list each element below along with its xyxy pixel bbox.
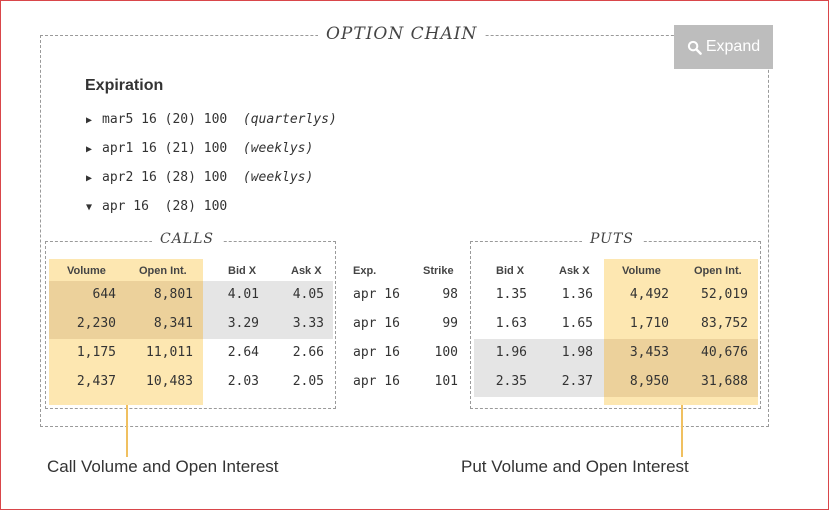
put-volume-cell: 4,492 <box>629 287 669 302</box>
puts-title: PUTS <box>582 231 642 247</box>
option-chain-title: OPTION CHAIN <box>318 24 486 44</box>
collapse-arrow-icon: ▼ <box>86 202 93 213</box>
call-bid-cell: 3.29 <box>227 316 259 331</box>
put-itm-bid-ask-shading <box>474 339 604 397</box>
column-header-call-bid: Bid X <box>228 265 257 277</box>
put-volume-cell: 3,453 <box>629 345 669 360</box>
put-bid-cell: 2.35 <box>495 374 527 389</box>
expiration-note: (weeklys) <box>242 170 314 185</box>
put-itm-highlight <box>604 339 758 397</box>
column-header-strike: Strike <box>423 265 454 277</box>
put-ask-cell: 1.36 <box>561 287 593 302</box>
put-ask-cell: 1.65 <box>561 316 593 331</box>
search-icon <box>687 40 702 55</box>
put-bid-cell: 1.35 <box>495 287 527 302</box>
call-volume-cell: 1,175 <box>76 345 116 360</box>
expiration-text: mar5 16 (20) 100 <box>102 112 228 127</box>
call-bid-cell: 2.03 <box>227 374 259 389</box>
call-ask-cell: 3.33 <box>292 316 324 331</box>
put-open-int-cell: 83,752 <box>701 316 748 331</box>
put-open-int-cell: 40,676 <box>701 345 748 360</box>
put-volume-cell: 1,710 <box>629 316 669 331</box>
expiration-row[interactable]: ▶ apr1 16 (21) 100 (weeklys) <box>86 141 313 156</box>
expiration-cell: apr 16 <box>353 287 400 302</box>
call-bid-cell: 4.01 <box>227 287 259 302</box>
expand-button[interactable]: Expand <box>674 25 773 69</box>
put-volume-cell: 8,950 <box>629 374 669 389</box>
expiration-cell: apr 16 <box>353 345 400 360</box>
put-ask-cell: 1.98 <box>561 345 593 360</box>
puts-caption: Put Volume and Open Interest <box>461 457 689 476</box>
expiration-note: (weeklys) <box>242 141 314 156</box>
expiration-cell: apr 16 <box>353 374 400 389</box>
call-ask-cell: 4.05 <box>292 287 324 302</box>
calls-callout-line <box>126 405 128 457</box>
expiration-text: apr1 16 (21) 100 <box>102 141 228 156</box>
call-open-int-cell: 8,801 <box>153 287 193 302</box>
strike-cell: 98 <box>442 287 458 302</box>
put-open-int-cell: 31,688 <box>701 374 748 389</box>
column-header-put-volume: Volume <box>622 265 661 277</box>
call-itm-bid-ask-shading <box>203 281 333 339</box>
put-open-int-cell: 52,019 <box>701 287 748 302</box>
call-itm-highlight <box>49 281 203 339</box>
strike-cell: 101 <box>434 374 458 389</box>
call-open-int-cell: 8,341 <box>153 316 193 331</box>
calls-caption: Call Volume and Open Interest <box>47 457 279 476</box>
expiration-note: (quarterlys) <box>242 112 337 127</box>
call-volume-cell: 2,230 <box>76 316 116 331</box>
call-volume-cell: 644 <box>92 287 116 302</box>
expand-arrow-icon: ▶ <box>86 173 93 184</box>
expand-arrow-icon: ▶ <box>86 115 93 126</box>
column-header-call-ask: Ask X <box>291 265 322 277</box>
put-bid-cell: 1.96 <box>495 345 527 360</box>
strike-cell: 99 <box>442 316 458 331</box>
call-ask-cell: 2.66 <box>292 345 324 360</box>
put-bid-cell: 1.63 <box>495 316 527 331</box>
expiration-text: apr2 16 (28) 100 <box>102 170 228 185</box>
expand-arrow-icon: ▶ <box>86 144 93 155</box>
column-header-put-bid: Bid X <box>496 265 525 277</box>
call-open-int-cell: 10,483 <box>146 374 193 389</box>
expiration-row[interactable]: ▶ mar5 16 (20) 100 (quarterlys) <box>86 112 337 127</box>
expiration-row[interactable]: ▼ apr 16 (28) 100 <box>86 199 227 214</box>
column-header-put-open-int: Open Int. <box>694 265 742 277</box>
column-header-call-volume: Volume <box>67 265 106 277</box>
call-ask-cell: 2.05 <box>292 374 324 389</box>
expiration-heading: Expiration <box>85 77 164 94</box>
call-volume-cell: 2,437 <box>76 374 116 389</box>
call-bid-cell: 2.64 <box>227 345 259 360</box>
column-header-call-open-int: Open Int. <box>139 265 187 277</box>
calls-title: CALLS <box>152 231 223 247</box>
column-header-expiration: Exp. <box>353 265 377 277</box>
puts-callout-line <box>681 405 683 457</box>
put-ask-cell: 2.37 <box>561 374 593 389</box>
call-open-int-cell: 11,011 <box>146 345 193 360</box>
strike-cell: 100 <box>434 345 458 360</box>
expiration-text: apr 16 (28) 100 <box>102 199 228 214</box>
expand-label: Expand <box>705 38 761 55</box>
column-header-put-ask: Ask X <box>559 265 590 277</box>
expiration-row[interactable]: ▶ apr2 16 (28) 100 (weeklys) <box>86 170 313 185</box>
expiration-cell: apr 16 <box>353 316 400 331</box>
